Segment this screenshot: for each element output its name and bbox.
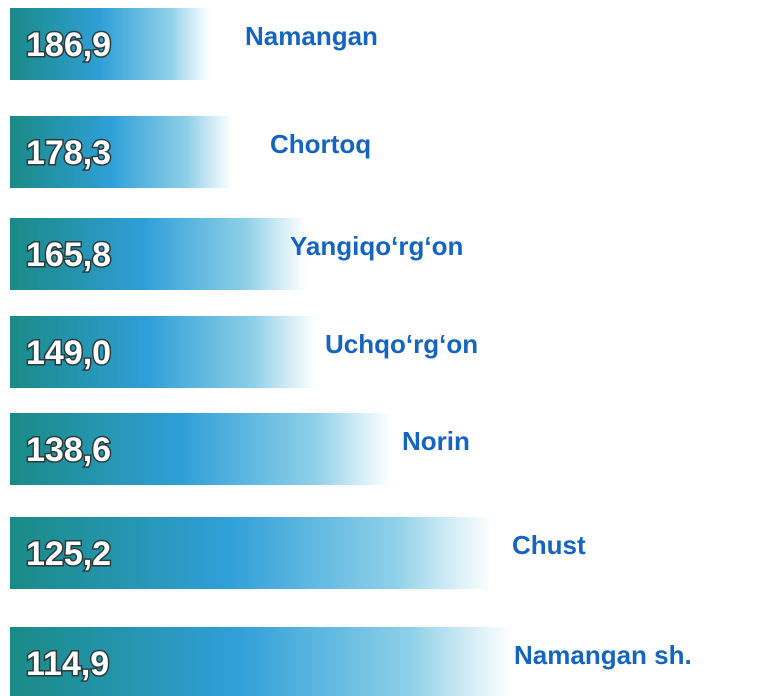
category-label: Uchqo‘rg‘on: [325, 329, 478, 359]
category-label: Yangiqo‘rg‘on: [290, 231, 463, 261]
bar: [10, 316, 316, 388]
bar: [10, 116, 232, 188]
bar: [10, 627, 512, 696]
value-label: 114,9: [26, 645, 109, 683]
value-label: 149,0: [26, 334, 111, 372]
category-label: Namangan: [245, 21, 378, 51]
value-label: 125,2: [26, 535, 111, 573]
bar: [10, 413, 392, 485]
bar: [10, 218, 306, 290]
bar: [10, 8, 210, 80]
category-label: Chortoq: [270, 129, 371, 159]
value-label: 165,8: [26, 236, 111, 274]
bar: [10, 517, 492, 589]
value-label: 178,3: [26, 134, 111, 172]
value-label: 138,6: [26, 431, 111, 469]
value-label: 186,9: [26, 26, 111, 64]
category-label: Namangan sh.: [514, 640, 692, 670]
category-label: Norin: [402, 426, 470, 456]
category-label: Chust: [512, 530, 586, 560]
